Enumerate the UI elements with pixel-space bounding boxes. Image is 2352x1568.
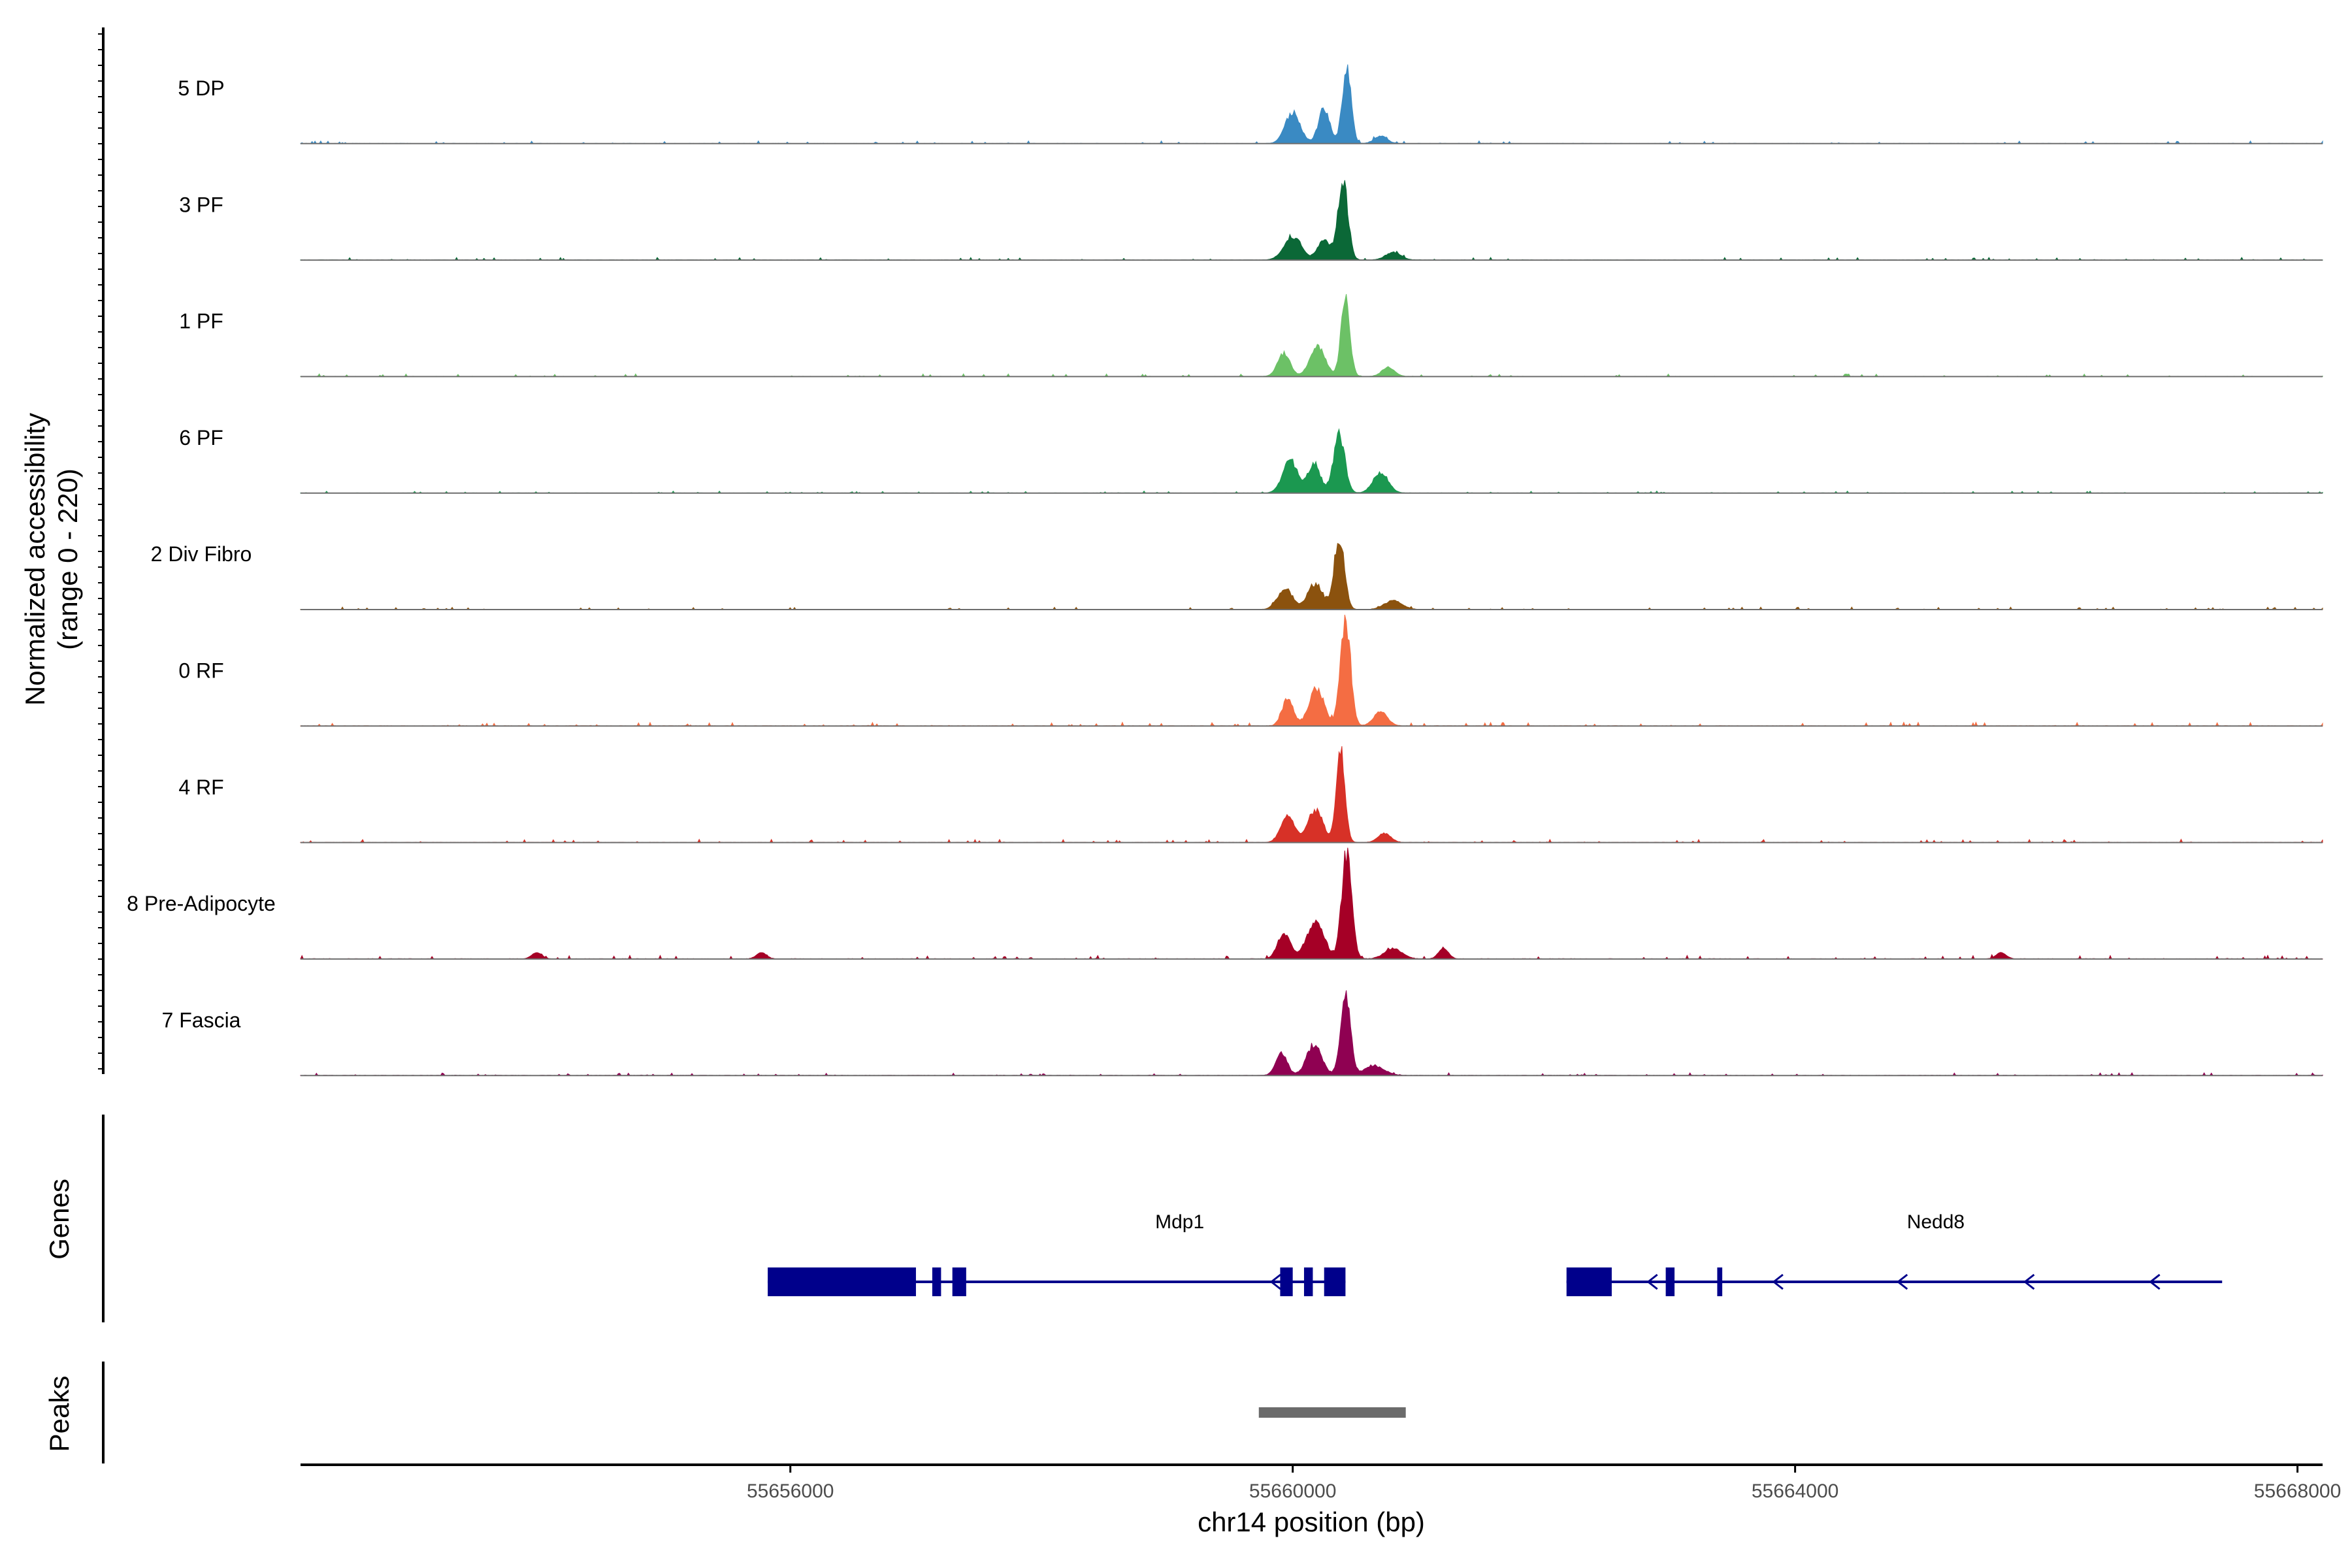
x-tick-label: 55660000 bbox=[1249, 1480, 1336, 1502]
strand-arrow bbox=[1269, 1273, 1281, 1290]
gene-exon bbox=[1280, 1267, 1293, 1296]
gene-annotation-track: Mdp1 Nedd8 bbox=[768, 1211, 2223, 1296]
coverage-track: 4 RF bbox=[178, 746, 2323, 843]
y-axis-title: Normalized accessibility bbox=[20, 413, 50, 706]
coverage-area bbox=[300, 180, 2323, 261]
strand-arrow bbox=[2023, 1273, 2035, 1290]
coverage-area bbox=[300, 64, 2323, 144]
coverage-area bbox=[300, 542, 2323, 610]
peaks-track bbox=[1258, 1407, 1406, 1418]
coverage-tracks: 5 DP 3 PF 1 PF 6 PF 2 Div Fibro 0 RF 4 RF 8 Pre… bbox=[127, 64, 2323, 1077]
gene-label: Mdp1 bbox=[1155, 1211, 1204, 1233]
strand-arrow bbox=[2149, 1273, 2161, 1290]
peak-bar bbox=[1258, 1407, 1406, 1418]
coverage-track: 1 PF bbox=[179, 294, 2323, 378]
x-tick-label: 55664000 bbox=[1752, 1480, 1838, 1502]
coverage-area bbox=[300, 428, 2323, 494]
x-axis-title: chr14 position (bp) bbox=[1198, 1507, 1425, 1537]
track-label: 3 PF bbox=[179, 193, 223, 216]
coverage-track: 7 Fascia bbox=[162, 990, 2323, 1077]
strand-arrow bbox=[1772, 1273, 1784, 1290]
coverage-track: 3 PF bbox=[179, 180, 2323, 261]
track-label: 7 Fascia bbox=[162, 1008, 241, 1032]
x-axis-ticks: 55656000 55660000 55664000 55668000 bbox=[747, 1465, 2341, 1502]
track-label: 5 DP bbox=[178, 76, 224, 100]
y-axis-subtitle: (range 0 - 220) bbox=[52, 468, 83, 650]
x-tick-label: 55656000 bbox=[747, 1480, 834, 1502]
gene-exon bbox=[1566, 1267, 1612, 1296]
track-label: 6 PF bbox=[179, 426, 223, 449]
strand-arrow bbox=[1896, 1273, 1908, 1290]
gene-exon bbox=[932, 1267, 941, 1296]
coverage-track: 0 RF bbox=[178, 614, 2323, 727]
track-label: 1 PF bbox=[179, 310, 223, 333]
coverage-area bbox=[300, 746, 2323, 843]
gene-exon bbox=[1717, 1267, 1723, 1296]
gene-exon bbox=[1665, 1267, 1675, 1296]
gene-model: Nedd8 bbox=[1566, 1211, 2223, 1296]
peaks-axis-title: Peaks bbox=[44, 1376, 74, 1452]
gene-exon bbox=[952, 1267, 966, 1296]
coverage-track: 2 Div Fibro bbox=[151, 542, 2323, 610]
x-tick-label: 55668000 bbox=[2254, 1480, 2341, 1502]
strand-arrow bbox=[1646, 1273, 1658, 1290]
coverage-area bbox=[300, 294, 2323, 378]
coverage-track: 6 PF bbox=[179, 426, 2323, 494]
genes-axis-title: Genes bbox=[44, 1179, 74, 1260]
coverage-area bbox=[300, 614, 2323, 727]
track-label: 4 RF bbox=[178, 776, 223, 799]
coverage-track: 8 Pre-Adipocyte bbox=[127, 847, 2323, 960]
coverage-area bbox=[300, 990, 2323, 1076]
coverage-y-ticks bbox=[98, 33, 103, 1070]
gene-exon bbox=[1324, 1267, 1346, 1296]
track-label: 0 RF bbox=[178, 659, 223, 683]
gene-exon bbox=[768, 1267, 916, 1296]
gene-model: Mdp1 bbox=[768, 1211, 1346, 1296]
track-label: 8 Pre-Adipocyte bbox=[127, 892, 276, 915]
coverage-track: 5 DP bbox=[178, 64, 2323, 144]
coverage-area bbox=[300, 847, 2323, 960]
gene-label: Nedd8 bbox=[1907, 1211, 1965, 1233]
track-label: 2 Div Fibro bbox=[151, 542, 252, 566]
gene-exon bbox=[1303, 1267, 1313, 1296]
